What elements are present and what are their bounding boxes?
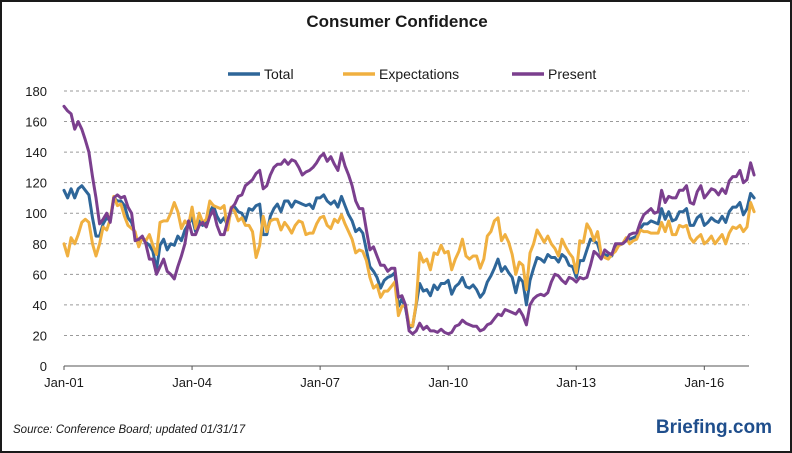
gridlines [64, 90, 749, 367]
y-tick-label: 120 [25, 176, 47, 191]
y-tick-label: 20 [33, 328, 47, 343]
source-note: Source: Conference Board; updated 01/31/… [13, 424, 246, 436]
y-axis-ticks: 0 20 40 60 80 100 120 140 160 180 [25, 84, 47, 374]
x-tick-label: Jan-01 [44, 375, 84, 390]
legend-label-expectations: Expectations [379, 66, 459, 82]
legend-label-present: Present [548, 66, 596, 82]
chart-title: Consumer Confidence [306, 12, 487, 31]
brand-name: Briefing [656, 417, 728, 438]
y-tick-label: 100 [25, 206, 47, 221]
brand-suffix: .com [728, 417, 772, 438]
x-tick-label: Jan-04 [172, 375, 212, 390]
x-tick-label: Jan-16 [684, 375, 724, 390]
chart-legend: Total Expectations Present [228, 66, 596, 82]
y-tick-label: 140 [25, 145, 47, 160]
x-tick-label: Jan-13 [556, 375, 596, 390]
y-tick-label: 80 [33, 237, 47, 252]
series-line-total [62, 184, 756, 330]
legend-label-total: Total [264, 66, 294, 82]
series-line-present [62, 104, 756, 336]
x-tick-label: Jan-07 [300, 375, 340, 390]
series-line-expectations [62, 194, 756, 328]
series-lines [62, 104, 756, 336]
x-axis-ticks: Jan-01 Jan-04 Jan-07 Jan-10 Jan-13 Jan-16 [44, 366, 724, 390]
y-tick-label: 60 [33, 267, 47, 282]
x-tick-label: Jan-10 [428, 375, 468, 390]
y-tick-label: 160 [25, 115, 47, 130]
y-tick-label: 40 [33, 298, 47, 313]
y-tick-label: 0 [40, 359, 47, 374]
y-tick-label: 180 [25, 84, 47, 99]
briefing-logo: Briefing.com [656, 417, 772, 438]
